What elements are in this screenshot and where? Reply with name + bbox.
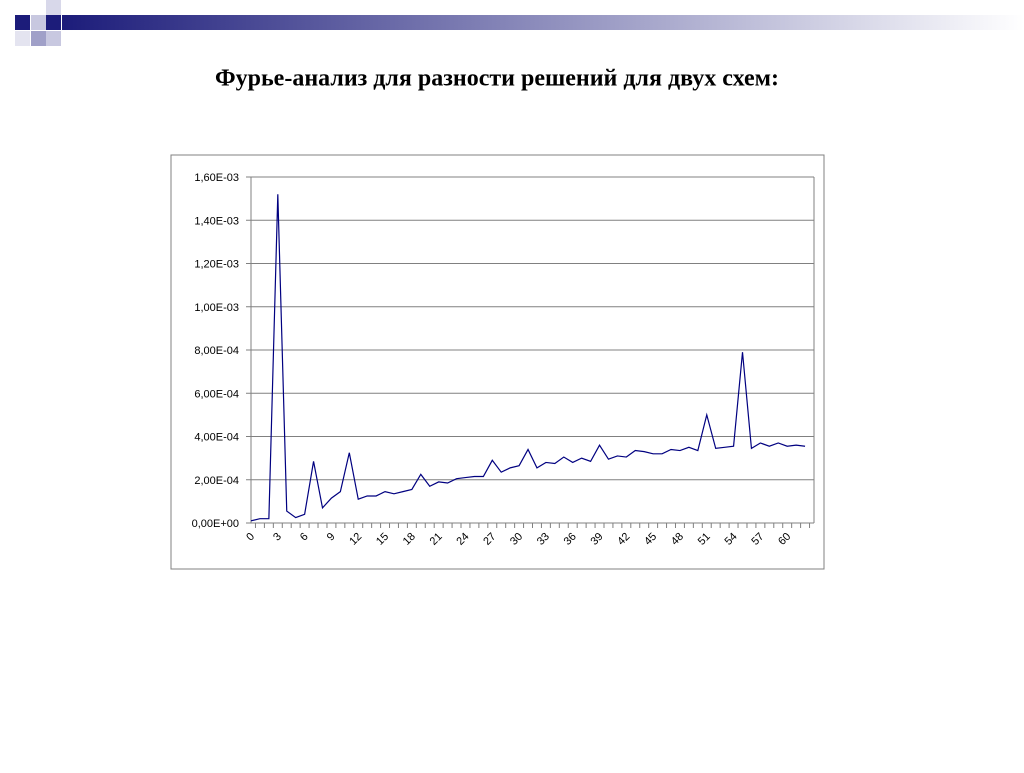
chart-frame	[170, 154, 825, 570]
y-tick-label: 8,00E-04	[194, 345, 239, 357]
y-tick-label: 0,00E+00	[192, 518, 239, 530]
y-tick-label: 1,20E-03	[194, 259, 239, 271]
y-tick-label: 1,00E-03	[194, 302, 239, 314]
y-tick-label: 4,00E-04	[194, 432, 239, 444]
y-tick-label: 2,00E-04	[194, 475, 239, 487]
data-line	[250, 194, 806, 522]
y-tick-label: 6,00E-04	[194, 388, 239, 400]
y-tick-label: 1,60E-03	[194, 172, 239, 184]
slide-title: Фурье-анализ для разности решений для дв…	[215, 66, 779, 92]
y-tick-label: 1,40E-03	[194, 215, 239, 227]
slide-decoration	[15, 0, 1024, 46]
